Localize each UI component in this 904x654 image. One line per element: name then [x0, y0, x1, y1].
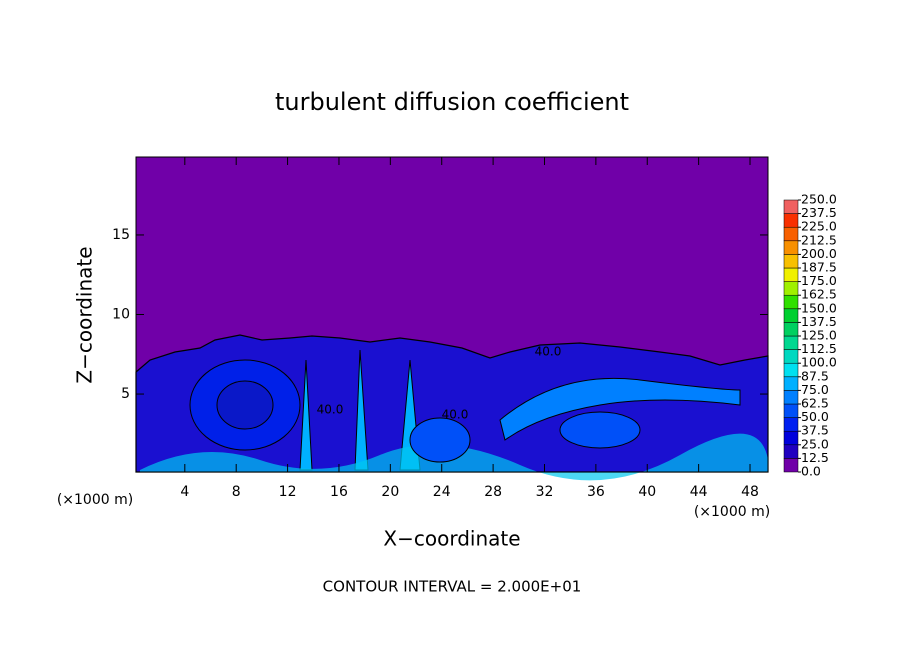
colorbar-band	[783, 281, 799, 296]
contour-label: 40.0	[317, 403, 344, 417]
colorbar-label: 25.0	[801, 436, 829, 451]
x-tick-label: 48	[741, 484, 759, 500]
filament	[499, 377, 741, 441]
x-tick-label: 44	[690, 484, 708, 500]
x-tick-label: 40	[638, 484, 656, 500]
x-tick-label: 20	[381, 484, 399, 500]
x-unit: (×1000 m)	[57, 492, 133, 508]
colorbar-band	[783, 444, 799, 459]
colorbar-label: 87.5	[801, 368, 829, 383]
colorbar-band	[783, 240, 799, 255]
colorbar-band	[783, 376, 799, 391]
colorbar-label: 62.5	[801, 396, 829, 411]
colorbar-label: 187.5	[801, 260, 837, 275]
contour-label: 40.0	[442, 408, 469, 422]
x-tick-label: 28	[484, 484, 502, 500]
colorbar-label: 0.0	[801, 464, 821, 479]
colorbar-band	[783, 226, 799, 242]
colorbar-band	[783, 430, 799, 446]
colorbar-band	[783, 254, 799, 269]
field: 40.0 40.0 40.0	[135, 157, 769, 481]
colorbar-band	[783, 267, 799, 282]
x-tick-label: 36	[587, 484, 605, 500]
colorbar-band	[783, 362, 799, 378]
x-unit: (×1000 m)	[694, 504, 770, 520]
colorbar-label: 225.0	[801, 219, 837, 234]
colorbar-label: 200.0	[801, 246, 837, 261]
colorbar-band	[783, 308, 799, 323]
colorbar-band	[783, 458, 799, 473]
x-tick-label: 8	[232, 484, 241, 500]
colorbar-label: 162.5	[801, 287, 837, 302]
colorbar-label: 175.0	[801, 273, 837, 288]
colorbar-label: 250.0	[801, 192, 837, 207]
colorbar-band	[783, 335, 799, 350]
eddy	[216, 380, 274, 430]
y-tick-label: 10	[112, 307, 130, 323]
colorbar-band	[783, 322, 799, 337]
eddy	[409, 417, 471, 463]
colorbar-band	[783, 213, 799, 228]
colorbar-label: 112.5	[801, 341, 837, 356]
x-tick-label: 24	[433, 484, 451, 500]
colorbar-label: 212.5	[801, 232, 837, 247]
x-tick-label: 32	[536, 484, 554, 500]
colorbar-band	[783, 403, 799, 418]
colorbar-label: 137.5	[801, 314, 837, 329]
colorbar-label: 37.5	[801, 423, 829, 438]
x-tick-label: 12	[279, 484, 297, 500]
colorbar-label: 75.0	[801, 382, 829, 397]
contour-label: 40.0	[535, 345, 562, 359]
colorbar-label: 237.5	[801, 205, 837, 220]
y-axis-label: Z−coordinate	[73, 246, 97, 383]
x-tick-label: 16	[330, 484, 348, 500]
colorbar-band	[783, 349, 799, 364]
colorbar-band	[783, 390, 799, 405]
x-axis-label: X−coordinate	[383, 527, 520, 551]
colorbar-label: 150.0	[801, 300, 837, 315]
colorbar-label: 100.0	[801, 355, 837, 370]
x-tick-label: 4	[180, 484, 189, 500]
colorbar-band	[783, 199, 799, 214]
y-tick-label: 5	[121, 386, 130, 402]
colorbar-label: 50.0	[801, 409, 829, 424]
colorbar-band	[783, 417, 799, 432]
colorbar-label: 125.0	[801, 328, 837, 343]
colorbar-label: 12.5	[801, 450, 829, 465]
chart-title: turbulent diffusion coefficient	[275, 88, 629, 116]
y-tick-label: 15	[112, 227, 130, 243]
eddy	[559, 411, 641, 449]
colorbar-band	[783, 294, 799, 310]
annotation: CONTOUR INTERVAL = 2.000E+01	[323, 578, 582, 596]
